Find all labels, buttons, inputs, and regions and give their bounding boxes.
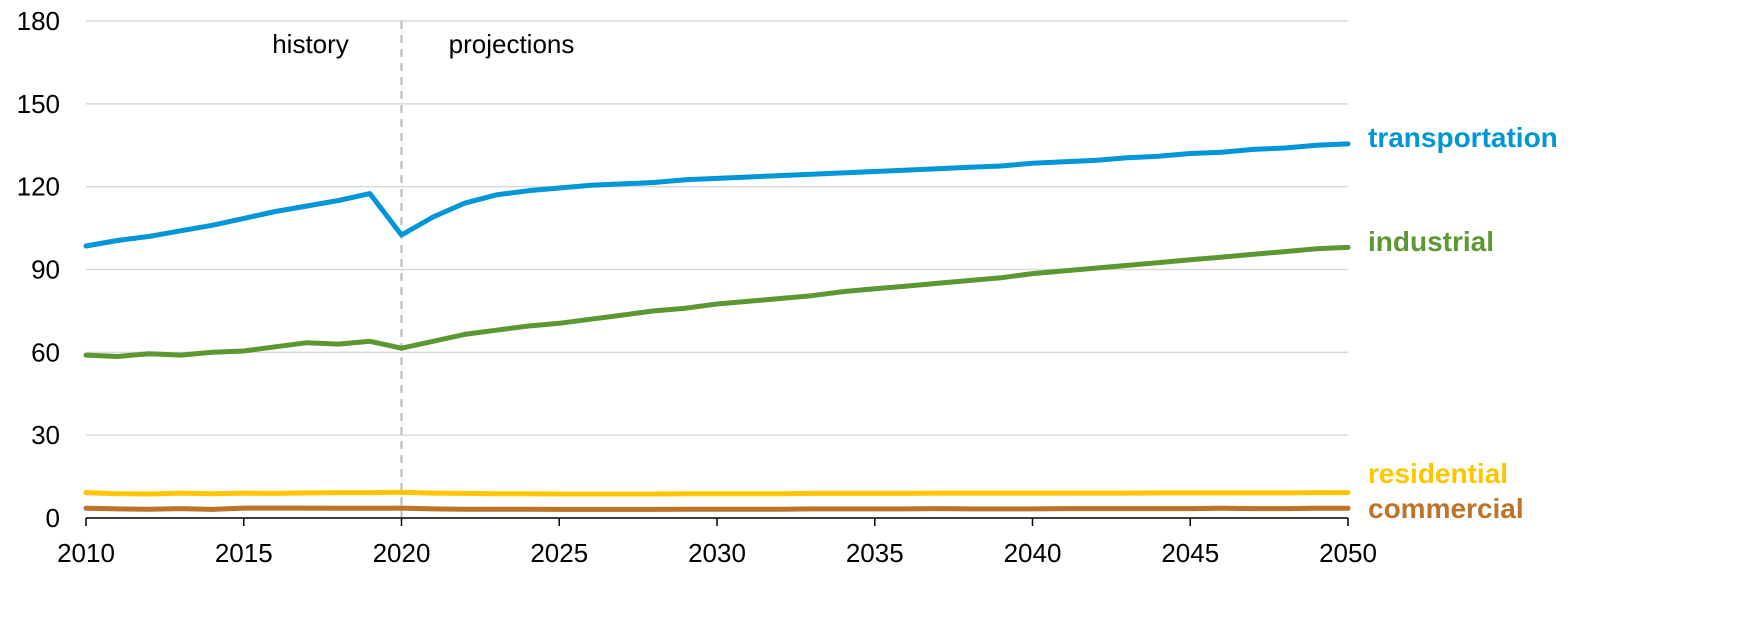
y-tick-label: 180 — [17, 6, 60, 36]
y-tick-label: 120 — [17, 172, 60, 202]
transportation-line — [83, 141, 1351, 249]
y-tick-label: 90 — [31, 255, 60, 285]
commercial-label: commercial — [1368, 493, 1524, 524]
residential-line — [83, 489, 1351, 497]
transportation-label: transportation — [1368, 122, 1558, 153]
commercial-line — [83, 505, 1351, 512]
series-labels: transportation industrial residential comme… — [1368, 122, 1558, 524]
residential-label: residential — [1368, 458, 1508, 489]
x-tick-label: 2030 — [688, 538, 746, 568]
series-lines — [83, 141, 1351, 512]
industrial-line — [83, 244, 1351, 359]
y-tick-label: 150 — [17, 89, 60, 119]
x-tick-label: 2040 — [1004, 538, 1062, 568]
industrial-label: industrial — [1368, 226, 1494, 257]
x-tick-label: 2020 — [373, 538, 431, 568]
x-tick-label: 2045 — [1161, 538, 1219, 568]
x-tick-label: 2050 — [1319, 538, 1377, 568]
history-projection-divider: history projections — [272, 21, 574, 518]
x-tick-label: 2015 — [215, 538, 273, 568]
x-axis: 2010 2015 2020 2025 2030 2035 2040 2045 2050 — [57, 517, 1377, 568]
x-tick-label: 2010 — [57, 538, 115, 568]
projections-label: projections — [449, 29, 575, 59]
gridlines — [86, 20, 1348, 436]
history-label: history — [272, 29, 349, 59]
y-tick-label: 60 — [31, 337, 60, 367]
y-axis: 0 30 60 90 120 150 180 — [17, 6, 60, 533]
y-tick-label: 30 — [31, 420, 60, 450]
x-tick-label: 2035 — [846, 538, 904, 568]
x-tick-label: 2025 — [530, 538, 588, 568]
y-tick-label: 0 — [46, 503, 60, 533]
